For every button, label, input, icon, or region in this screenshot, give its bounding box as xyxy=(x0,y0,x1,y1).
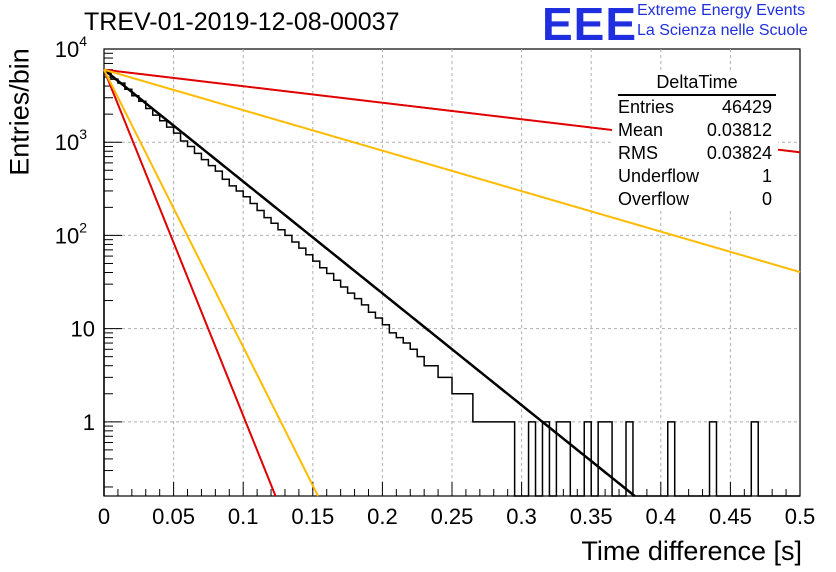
stats-label: Entries xyxy=(618,97,675,117)
histogram-outline xyxy=(103,71,800,497)
stats-row-underflow: Underflow 1 xyxy=(612,165,778,188)
stats-label: Mean xyxy=(618,120,664,140)
stats-label: Underflow xyxy=(618,166,700,186)
stats-value: 46429 xyxy=(721,97,772,117)
x-tick-label: 0.2 xyxy=(367,504,398,529)
stats-title: DeltaTime xyxy=(618,72,776,96)
x-tick-label: 0.35 xyxy=(570,504,613,529)
reference-curve xyxy=(103,69,277,497)
stats-row-rms: RMS 0.03824 xyxy=(612,142,778,165)
x-tick-label: 0.25 xyxy=(431,504,474,529)
stats-label: RMS xyxy=(618,143,658,163)
x-tick-label: 0.5 xyxy=(785,504,816,529)
plot-title: TREV-01-2019-12-08-00037 xyxy=(84,8,400,36)
reference-curve xyxy=(103,69,319,497)
x-tick-label: 0.45 xyxy=(709,504,752,529)
axis-tick-labels: 0 0.05 0.1 0.15 0.2 0.25 0.3 0.35 0.4 0.45 0.51101… xyxy=(55,33,816,529)
stats-value: 0.03812 xyxy=(706,120,772,140)
y-tick-label: 103 xyxy=(55,126,87,155)
stats-row-entries: Entries 46429 xyxy=(612,96,778,119)
logo-subtitle-2: La Scienza nelle Scuole xyxy=(637,22,808,39)
y-tick-label: 1 xyxy=(83,410,95,435)
x-tick-label: 0.1 xyxy=(228,504,259,529)
x-tick-label: 0 xyxy=(98,504,110,529)
x-tick-label: 0.3 xyxy=(506,504,537,529)
x-tick-label: 0.15 xyxy=(291,504,334,529)
stats-value: 0 xyxy=(761,189,772,209)
eee-logo: EEE xyxy=(542,0,638,50)
y-axis-label: Entries/bin xyxy=(4,48,35,176)
y-tick-exponent: 3 xyxy=(79,126,87,142)
logo-subtitle-1: Extreme Energy Events xyxy=(637,2,806,19)
x-axis-label: Time difference [s] xyxy=(581,536,802,566)
fit-curve xyxy=(103,68,636,497)
x-tick-label: 0.05 xyxy=(152,504,195,529)
stats-value: 0.03824 xyxy=(706,143,772,163)
y-tick-exponent: 4 xyxy=(79,33,87,49)
stats-row-mean: Mean 0.03812 xyxy=(612,119,778,142)
stats-value: 1 xyxy=(761,166,772,186)
histogram-bins xyxy=(103,71,800,497)
stats-row-overflow: Overflow 0 xyxy=(612,188,778,211)
y-tick-label: 104 xyxy=(55,33,87,62)
grid-lines xyxy=(104,49,800,496)
reference-curve xyxy=(103,68,801,274)
x-tick-label: 0.4 xyxy=(646,504,677,529)
y-tick-exponent: 2 xyxy=(79,219,87,235)
stats-label: Overflow xyxy=(618,189,690,209)
stats-box: DeltaTime Entries 46429 Mean 0.03812 RMS… xyxy=(612,72,778,211)
y-tick-label: 10 xyxy=(71,317,95,342)
y-tick-label: 102 xyxy=(55,219,87,248)
